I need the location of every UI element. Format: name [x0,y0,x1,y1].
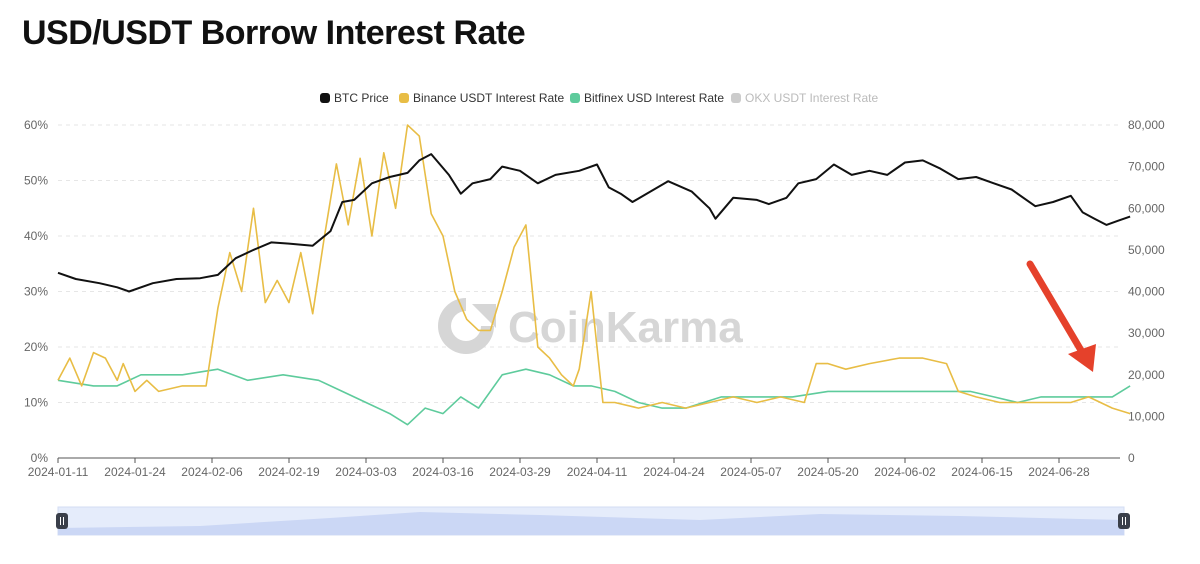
right-tick-label: 70,000 [1128,160,1165,174]
legend: BTC Price Binance USDT Interest Rate Bitfi… [320,91,878,105]
x-axis: 2024-01-11 2024-01-24 2024-02-06 2024-02-19… [28,457,1120,479]
left-tick-label: 60% [24,118,48,132]
grid-lines [58,124,1120,403]
range-slider-left-handle[interactable] [56,513,68,529]
x-tick-label: 2024-06-15 [951,465,1013,479]
series-line-binance-usdt-interest-rate [57,124,1131,415]
x-tick-label: 2024-02-06 [181,465,243,479]
x-tick-label: 2024-06-02 [874,465,936,479]
left-tick-label: 20% [24,340,48,354]
series-line-btc-price [57,153,1131,293]
x-tick-label: 2024-02-19 [258,465,320,479]
legend-label: OKX USDT Interest Rate [745,91,878,105]
left-axis-ticks: 0% 10% 20% 30% 40% 50% 60% [24,118,48,465]
x-tick-label: 2024-03-16 [412,465,474,479]
series-line-bitfinex-usd-interest-rate [57,368,1131,426]
right-tick-label: 30,000 [1128,326,1165,340]
right-tick-label: 50,000 [1128,243,1165,257]
left-tick-label: 0% [31,451,49,465]
right-tick-label: 20,000 [1128,368,1165,382]
legend-item-okx-usdt-interest-rate[interactable]: OKX USDT Interest Rate [731,91,878,105]
legend-label: Binance USDT Interest Rate [413,91,565,105]
right-tick-label: 10,000 [1128,409,1165,423]
right-tick-label: 60,000 [1128,201,1165,215]
legend-swatch [570,93,580,103]
legend-swatch [320,93,330,103]
legend-item-bitfinex-usd-interest-rate[interactable]: Bitfinex USD Interest Rate [570,91,724,105]
legend-item-binance-usdt-interest-rate[interactable]: Binance USDT Interest Rate [399,91,565,105]
range-slider-right-handle[interactable] [1118,513,1130,529]
legend-swatch [399,93,409,103]
x-tick-label: 2024-03-03 [335,465,397,479]
right-tick-label: 40,000 [1128,285,1165,299]
x-tick-label: 2024-05-20 [797,465,859,479]
right-tick-label: 0 [1128,451,1135,465]
x-tick-label: 2024-06-28 [1028,465,1090,479]
page-title: USD/USDT Borrow Interest Rate [22,14,526,52]
x-tick-label: 2024-03-29 [489,465,551,479]
range-slider-preview [58,512,1124,535]
legend-label: Bitfinex USD Interest Rate [584,91,724,105]
left-tick-label: 10% [24,396,48,410]
legend-label: BTC Price [334,91,389,105]
x-tick-label: 2024-04-24 [643,465,705,479]
right-tick-label: 80,000 [1128,118,1165,132]
legend-swatch [731,93,741,103]
x-tick-label: 2024-01-11 [28,465,89,479]
x-tick-label: 2024-01-24 [104,465,166,479]
right-axis-ticks: 0 10,000 20,000 30,000 40,000 50,000 60,000 70,… [1128,118,1165,465]
x-tick-label: 2024-05-07 [720,465,782,479]
annotation-arrow-icon [1026,260,1096,372]
left-tick-label: 40% [24,229,48,243]
watermark-text: CoinKarma [508,303,743,352]
range-slider[interactable] [56,506,1130,536]
x-tick-label: 2024-04-11 [567,465,628,479]
left-tick-label: 50% [24,174,48,188]
legend-item-btc-price[interactable]: BTC Price [320,91,389,105]
series-layer [57,124,1131,426]
left-tick-label: 30% [24,285,48,299]
watermark-logo-icon [438,298,496,354]
